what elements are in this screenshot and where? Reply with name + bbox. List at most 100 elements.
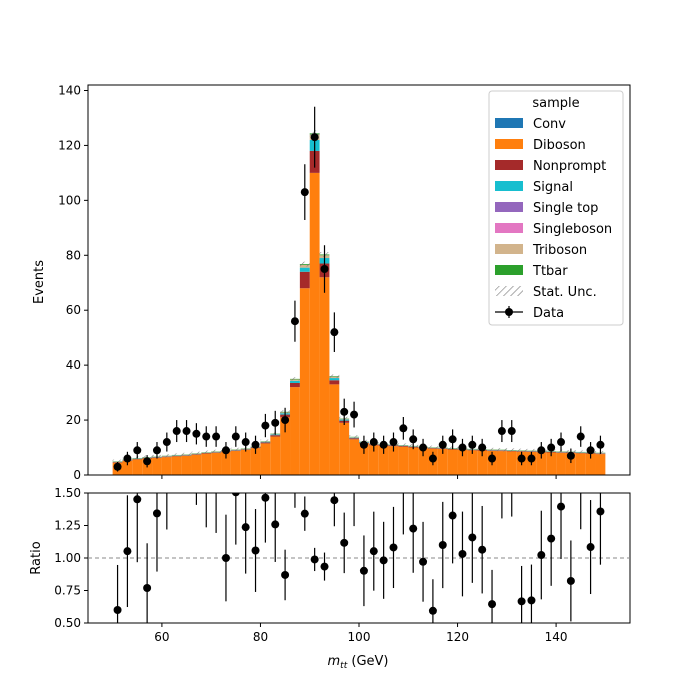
ratio-point [152, 509, 161, 518]
legend-swatch [495, 286, 523, 296]
bar-nonprompt [290, 382, 300, 388]
y-tick-label: 80 [66, 248, 81, 262]
stat-unc-band [526, 448, 537, 453]
ratio-point [399, 481, 407, 489]
bar-diboson [191, 454, 202, 475]
main-panel: 0 20 40 60 80 100 120 140 [58, 83, 631, 482]
bar-diboson [359, 443, 369, 475]
bar-diboson [546, 452, 557, 475]
legend-label: Nonprompt [533, 159, 606, 174]
stat-unc-band [191, 451, 202, 455]
ratio-y-axis-label: Ratio [29, 541, 44, 574]
legend-swatch [495, 265, 523, 275]
ratio-point [231, 493, 240, 497]
ratio-point [419, 557, 428, 566]
data-point [212, 432, 221, 441]
bar-nonprompt [299, 271, 310, 289]
data-point [389, 438, 398, 447]
data-point [488, 454, 497, 463]
stat-unc-band [201, 450, 212, 454]
ratio-panel: 0.50 0.75 1.00 1.25 1.50 60 80 100 120 140 [54, 476, 631, 644]
stat-unc-band [211, 449, 222, 454]
data-point [152, 446, 161, 455]
legend-title: sample [532, 96, 579, 111]
bar-nonprompt [270, 435, 281, 437]
data-point [586, 446, 595, 455]
ratio-point [409, 524, 418, 533]
y-tick-label: 120 [58, 138, 81, 152]
bar-diboson [221, 451, 231, 475]
legend-swatch [495, 181, 523, 191]
bar-diboson [418, 448, 428, 475]
ratio-point [438, 541, 447, 549]
bar-signal [290, 380, 300, 383]
y-tick-label: 140 [58, 83, 81, 97]
legend-swatch [495, 118, 523, 128]
x-tick-label: 120 [446, 630, 469, 644]
x-tick-label: 100 [348, 630, 371, 644]
data-point [241, 438, 250, 447]
ratio-point [448, 511, 457, 520]
stat-unc-band [329, 374, 340, 378]
data-point [221, 446, 230, 455]
data-point [202, 432, 211, 441]
bar-diboson [536, 452, 547, 475]
data-point [409, 435, 418, 444]
stat-unc-band [398, 443, 409, 447]
data-point [261, 421, 270, 430]
legend-label: Diboson [533, 138, 586, 153]
bar-diboson [211, 452, 222, 475]
legend-label: Conv [533, 117, 566, 132]
data-point [458, 443, 467, 452]
ratio-point [379, 556, 388, 565]
bar-diboson [378, 445, 389, 475]
ratio-point [350, 478, 358, 486]
bar-diboson [437, 448, 448, 475]
data-point [350, 410, 359, 419]
ratio-frame [87, 492, 631, 624]
ratio-point [369, 547, 378, 556]
bar-diboson [161, 457, 172, 475]
y-tick-label: 100 [58, 193, 81, 207]
data-point [133, 446, 142, 455]
ratio-point [547, 534, 556, 543]
ratio-point [566, 576, 575, 585]
ratio-point [271, 520, 280, 529]
bar-diboson [280, 417, 291, 475]
data-point [566, 451, 575, 460]
data-point [143, 457, 152, 466]
stat-unc-band [299, 261, 310, 267]
ratio-point [557, 502, 566, 511]
data-point [576, 432, 585, 441]
stat-unc-band [575, 450, 586, 454]
bar-diboson [408, 447, 419, 475]
x-axis-label: mtt (GeV) [328, 654, 389, 671]
legend-label: Single top [533, 201, 598, 216]
data-point [123, 454, 132, 463]
bar-diboson [585, 453, 596, 475]
stat-unc-band [112, 459, 123, 463]
ratio-point [251, 546, 260, 555]
ratio-y-tick-label: 0.50 [54, 616, 81, 630]
data-point [290, 317, 299, 326]
bar-diboson [270, 436, 281, 475]
ratio-point [123, 547, 132, 556]
data-point [478, 443, 487, 452]
ratio-point [586, 543, 595, 552]
ratio-point [389, 543, 398, 552]
ratio-point [291, 476, 299, 484]
ratio-point [527, 596, 536, 605]
bar-diboson [319, 277, 330, 475]
bar-diboson [447, 449, 458, 475]
bar-diboson [230, 450, 241, 475]
ratio-point [537, 551, 546, 560]
data-point [172, 427, 181, 436]
data-point [162, 438, 171, 447]
stat-unc-band [230, 447, 241, 452]
x-tick-label: 140 [545, 630, 568, 644]
data-point [320, 265, 329, 274]
legend-label: Ttbar [532, 264, 568, 279]
ratio-point [340, 538, 349, 547]
ratio-point [281, 570, 290, 579]
